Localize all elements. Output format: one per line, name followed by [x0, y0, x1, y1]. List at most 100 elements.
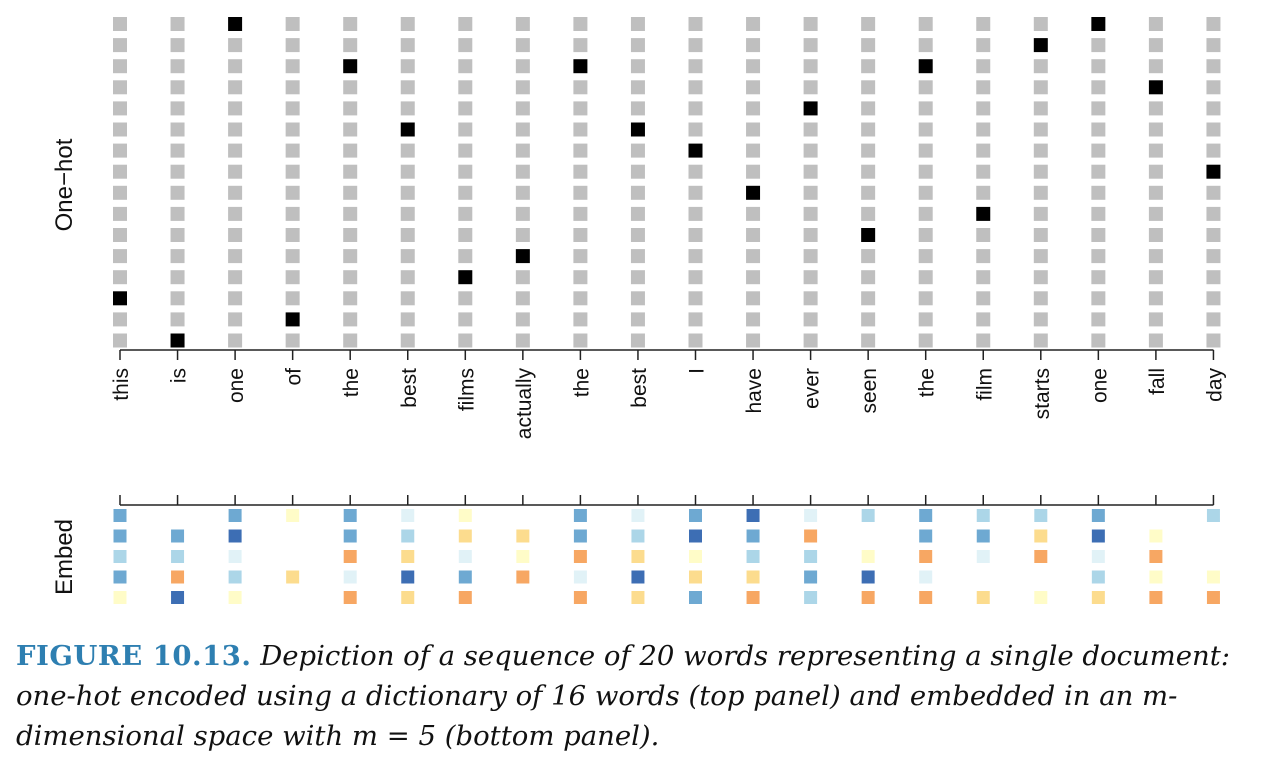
- onehot-cell: [113, 206, 127, 221]
- onehot-cell: [861, 143, 876, 158]
- onehot-cell: [515, 122, 530, 137]
- onehot-cell: [803, 333, 818, 348]
- word-label: films: [455, 368, 478, 411]
- onehot-cell: [343, 143, 358, 158]
- onehot-cell: [1033, 17, 1048, 31]
- word-label: is: [168, 368, 191, 383]
- onehot-cell: [573, 101, 588, 116]
- onehot-cell: [228, 38, 243, 53]
- onehot-cell: [746, 249, 761, 264]
- onehot-cell: [113, 228, 127, 242]
- onehot-cell: [573, 17, 588, 31]
- onehot-cell: [285, 59, 300, 74]
- onehot-cell: [746, 17, 761, 31]
- embed-cell: [1034, 529, 1048, 543]
- onehot-cell: [515, 143, 530, 158]
- onehot-cell: [861, 164, 876, 179]
- onehot-cell: [918, 206, 933, 221]
- embed-cell: [746, 570, 760, 584]
- embed-x-axis: [119, 495, 1215, 506]
- onehot-cell: [343, 333, 358, 348]
- onehot-cell: [746, 333, 761, 348]
- onehot-cell: [573, 143, 588, 158]
- onehot-cell: [630, 38, 645, 53]
- onehot-cell: [746, 291, 761, 306]
- onehot-cell: [630, 228, 645, 242]
- onehot-cell: [1206, 206, 1221, 221]
- embed-cell: [746, 529, 760, 543]
- onehot-cell-hot: [918, 59, 933, 74]
- onehot-cell: [113, 80, 127, 95]
- onehot-cell: [515, 333, 530, 348]
- onehot-cell: [918, 228, 933, 242]
- embed-cell: [286, 570, 300, 584]
- onehot-cell: [228, 143, 243, 158]
- embed-cell: [631, 529, 645, 543]
- word-label: best: [398, 368, 421, 408]
- onehot-cell: [1148, 38, 1163, 53]
- onehot-cell: [343, 80, 358, 95]
- onehot-cell: [400, 80, 415, 95]
- onehot-cell: [343, 164, 358, 179]
- onehot-cell: [285, 333, 300, 348]
- onehot-cell: [1033, 185, 1048, 200]
- onehot-cell: [285, 17, 300, 31]
- onehot-cell: [228, 59, 243, 74]
- onehot-cell: [228, 249, 243, 264]
- onehot-cell: [976, 185, 991, 200]
- onehot-cell: [573, 312, 588, 327]
- onehot-cell: [1148, 17, 1163, 31]
- onehot-cell: [458, 206, 473, 221]
- onehot-cell: [458, 249, 473, 264]
- onehot-cell: [573, 333, 588, 348]
- embed-axis-label: Embed: [51, 519, 78, 595]
- onehot-cell: [458, 101, 473, 116]
- onehot-cell: [228, 312, 243, 327]
- word-label: seen: [858, 368, 881, 414]
- onehot-cell: [170, 80, 185, 95]
- onehot-cell: [113, 164, 127, 179]
- onehot-cell: [746, 38, 761, 53]
- onehot-cell: [630, 312, 645, 327]
- onehot-cell-hot: [458, 270, 473, 285]
- onehot-cell: [343, 206, 358, 221]
- onehot-cell: [1091, 80, 1106, 95]
- onehot-cell: [113, 312, 127, 327]
- embed-cell: [861, 550, 875, 563]
- onehot-cell: [228, 206, 243, 221]
- onehot-cell: [285, 164, 300, 179]
- embed-cell: [1149, 591, 1163, 604]
- onehot-cell: [1206, 291, 1221, 306]
- embed-cell: [171, 550, 185, 563]
- word-label: fall: [1146, 368, 1169, 395]
- embed-cell: [804, 570, 818, 584]
- onehot-cell: [630, 333, 645, 348]
- onehot-cell: [573, 122, 588, 137]
- onehot-cell: [1091, 249, 1106, 264]
- embed-cell: [113, 550, 127, 563]
- onehot-cell: [918, 333, 933, 348]
- onehot-cell: [400, 312, 415, 327]
- onehot-cell: [515, 291, 530, 306]
- embed-cell: [1091, 529, 1105, 543]
- word-label: of: [283, 368, 306, 386]
- onehot-cell: [861, 17, 876, 31]
- embed-cell: [171, 529, 185, 543]
- onehot-cell-hot: [630, 122, 645, 137]
- onehot-cell: [458, 185, 473, 200]
- onehot-cell: [1148, 312, 1163, 327]
- embed-cell: [861, 509, 875, 522]
- onehot-cell: [170, 101, 185, 116]
- onehot-cell: [113, 185, 127, 200]
- embed-cell: [401, 570, 415, 584]
- word-label: this: [110, 368, 133, 401]
- onehot-cell: [1033, 270, 1048, 285]
- onehot-cell: [1033, 164, 1048, 179]
- onehot-cell: [573, 291, 588, 306]
- onehot-cell: [113, 143, 127, 158]
- embed-cell: [861, 570, 875, 584]
- onehot-cell: [1033, 101, 1048, 116]
- embed-cell: [746, 591, 760, 604]
- word-label: ever: [801, 368, 824, 409]
- embed-cell: [1149, 529, 1163, 543]
